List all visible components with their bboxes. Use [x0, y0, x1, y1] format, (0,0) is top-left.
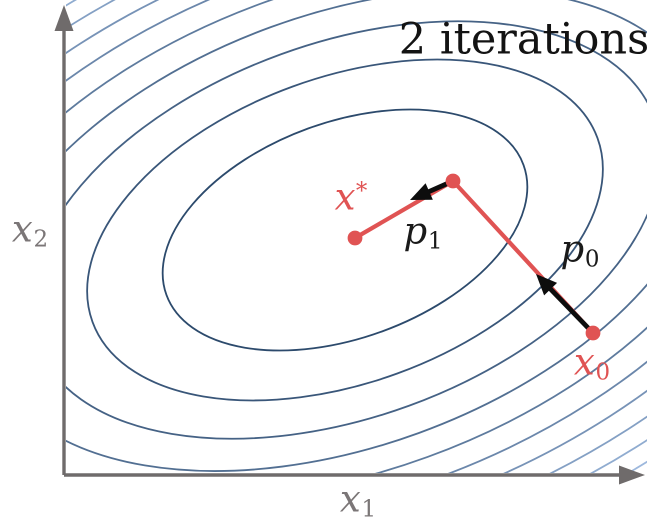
y-axis-label-base: x: [11, 207, 33, 251]
plot-title: 2 iterations: [399, 18, 647, 62]
label-x-star-sup: *: [355, 178, 368, 205]
axes: [54, 5, 645, 485]
label-p1-sub: 1: [427, 228, 443, 255]
x-axis-label-base: x: [339, 477, 361, 521]
iteration-path: [353, 178, 595, 335]
iterate-points: [347, 173, 601, 341]
label-x-star: x*: [335, 179, 368, 216]
plot-title-text: 2 iterations: [398, 14, 647, 65]
label-x0-base: x: [573, 340, 595, 384]
label-x0-sub: 0: [595, 359, 611, 386]
x-axis-label: x1: [340, 481, 376, 522]
label-p0: p0: [561, 231, 600, 272]
y-axis-label: x2: [12, 211, 48, 252]
y-axis-label-sub: 2: [33, 226, 49, 253]
label-p1: p1: [404, 213, 443, 254]
label-x0: x0: [574, 344, 610, 385]
label-p0-base: p: [560, 227, 585, 271]
label-p0-sub: 0: [584, 246, 600, 273]
label-x-star-base: x: [334, 175, 356, 219]
x-axis-label-sub: 1: [361, 496, 377, 523]
label-p1-base: p: [403, 209, 428, 253]
